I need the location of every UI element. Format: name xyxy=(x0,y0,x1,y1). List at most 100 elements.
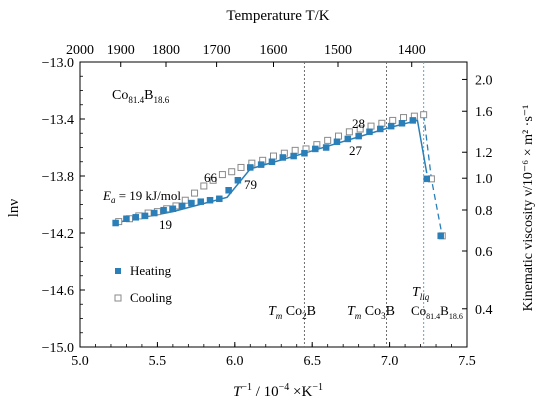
cooling-point xyxy=(191,189,199,197)
cooling-point xyxy=(378,119,386,127)
x-tick-label: 6.5 xyxy=(303,354,321,369)
cooling-point xyxy=(218,171,226,179)
y-tick-label: −13.4 xyxy=(42,113,74,128)
y-axis-label: lnν xyxy=(6,199,22,218)
x-axis-label: T−1 / 10−4 ×K−1 xyxy=(233,382,323,400)
series-layer xyxy=(112,111,446,240)
x-tick-label: 5.5 xyxy=(149,354,167,369)
right-tick-label: 0.8 xyxy=(475,204,493,219)
cooling-dashed-line xyxy=(423,114,443,236)
heating-point xyxy=(257,161,265,168)
heating-point xyxy=(188,199,195,207)
cooling-point xyxy=(270,152,277,160)
heating-point xyxy=(169,205,177,213)
right-tick-label: 0.4 xyxy=(475,303,493,318)
cooling-point xyxy=(291,146,299,154)
top-tick-label: 1400 xyxy=(398,43,426,58)
annotation-28: 28 xyxy=(352,116,365,131)
heating-point xyxy=(123,215,130,222)
top-tick-label: 1600 xyxy=(260,43,288,58)
heating-point xyxy=(290,152,297,160)
right-tick-label: 2.0 xyxy=(475,73,493,88)
cooling-point xyxy=(181,196,189,204)
heating-point xyxy=(160,206,167,214)
top-tick-label: 1700 xyxy=(203,43,231,58)
activation-energy-label: Ea = 19 kJ/mol xyxy=(102,188,181,205)
legend-cooling-marker xyxy=(114,294,122,302)
tm-co3b-label: Tm Co3B xyxy=(347,304,395,321)
cooling-point xyxy=(400,114,408,122)
heating-point xyxy=(344,135,352,143)
top-tick-label: 2000 xyxy=(66,43,94,58)
heating-point xyxy=(234,177,242,184)
top-tick-label: 1900 xyxy=(107,43,135,58)
cooling-point xyxy=(335,132,343,140)
axis-ticks: 5.0 5.5 6.0 6.5 7.0 7.5 −13.0 −13.4 −13.8 −14.2 −1… xyxy=(42,43,493,369)
right-tick-label: 1.2 xyxy=(475,146,493,161)
heating-point xyxy=(197,198,204,205)
top-axis-label: Temperature T/K xyxy=(226,8,329,24)
heating-point xyxy=(178,202,186,210)
heating-point xyxy=(398,120,406,127)
heating-point xyxy=(141,212,149,220)
annotation-66: 66 xyxy=(204,170,218,185)
right-axis-label: Kinematic viscosity ν/10⁻⁶ × m² ·s⁻¹ xyxy=(521,105,536,312)
annotation-27: 27 xyxy=(349,143,363,158)
top-tick-label: 1800 xyxy=(152,43,180,58)
heating-point xyxy=(247,164,254,171)
top-tick-label: 1500 xyxy=(324,43,352,58)
legend: Heating Cooling xyxy=(114,263,172,305)
cooling-point xyxy=(356,125,364,133)
y-tick-label: −15.0 xyxy=(42,341,74,356)
heating-point xyxy=(387,122,395,130)
heating-point xyxy=(206,196,214,204)
heating-point xyxy=(333,138,341,146)
heating-point xyxy=(279,154,287,161)
heating-point xyxy=(268,158,276,165)
heating-point xyxy=(132,214,139,221)
tm-co2b-label: Tm Co2B xyxy=(268,304,316,321)
heating-point xyxy=(312,145,319,153)
legend-heating-marker xyxy=(115,268,121,274)
heating-point xyxy=(355,132,362,140)
cooling-point xyxy=(345,128,353,136)
heating-point xyxy=(322,144,330,151)
cooling-point xyxy=(200,182,208,190)
right-tick-label: 0.6 xyxy=(475,245,493,260)
annotation-19: 19 xyxy=(159,217,172,232)
heating-point xyxy=(409,117,417,124)
legend-heating-label: Heating xyxy=(130,263,172,278)
x-tick-label: 7.5 xyxy=(458,354,476,369)
legend-cooling-label: Cooling xyxy=(130,290,172,305)
cooling-point xyxy=(389,116,397,124)
y-tick-label: −13.0 xyxy=(42,56,74,71)
right-tick-label: 1.6 xyxy=(475,105,493,120)
y-tick-label: −13.8 xyxy=(42,170,74,185)
heating-point xyxy=(366,128,373,136)
heating-point xyxy=(151,209,158,217)
annotation-79: 79 xyxy=(244,177,257,192)
composition-label: Co81.4B18.6 xyxy=(112,88,170,105)
x-tick-label: 6.0 xyxy=(226,354,244,369)
cooling-point xyxy=(324,136,332,144)
x-tick-label: 5.0 xyxy=(71,354,89,369)
heating-point xyxy=(437,232,444,240)
cooling-point xyxy=(228,168,236,176)
heating-point xyxy=(112,219,119,227)
cooling-point xyxy=(209,176,217,184)
heating-point xyxy=(225,187,232,194)
cooling-point xyxy=(237,163,245,171)
heating-point xyxy=(216,195,223,203)
tliq-label: Tliq xyxy=(412,285,430,302)
y-tick-label: −14.6 xyxy=(42,284,74,299)
heating-point xyxy=(301,149,308,157)
heating-point xyxy=(377,125,384,133)
tliq-composition-label: Co81.4B18.6 xyxy=(411,303,463,321)
x-tick-label: 7.0 xyxy=(381,354,399,369)
cooling-point xyxy=(367,122,375,130)
reference-lines xyxy=(303,62,425,347)
cooling-point xyxy=(420,111,428,119)
y-tick-label: −14.2 xyxy=(42,227,74,242)
heating-point xyxy=(423,175,431,183)
